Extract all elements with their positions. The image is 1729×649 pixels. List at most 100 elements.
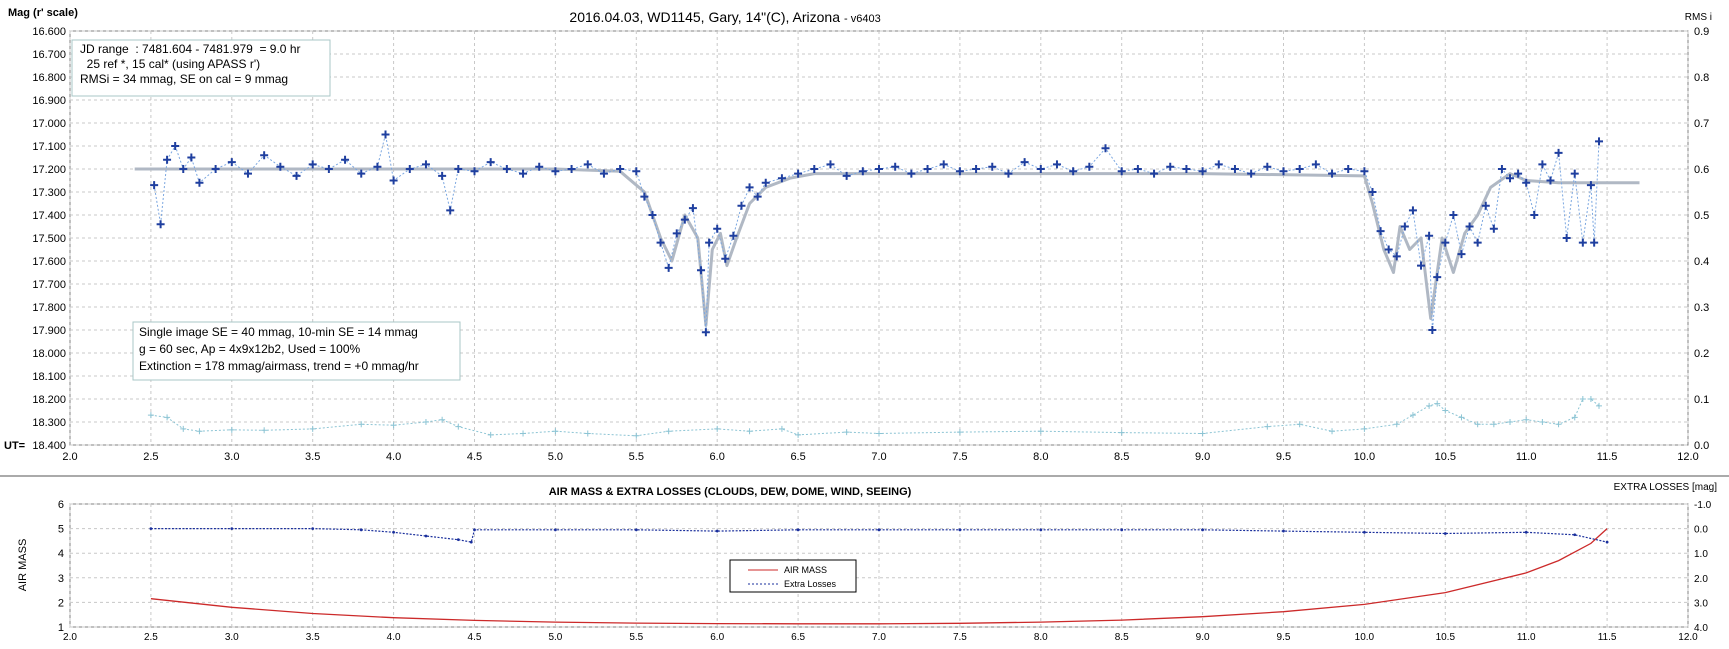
y-tick-label: 17.600 (32, 256, 66, 268)
rms-point (422, 419, 429, 425)
rms-point (1523, 416, 1530, 423)
measurement-point (551, 167, 560, 176)
measurement-point (1247, 169, 1256, 178)
x-tick-label: 5.0 (548, 632, 562, 643)
x-tick-label: 8.5 (1114, 451, 1129, 463)
measurement-point (163, 155, 172, 164)
measurement-point (1117, 167, 1126, 176)
measurement-point (1150, 169, 1159, 178)
measurement-point (1295, 165, 1304, 173)
measurement-point (150, 181, 159, 190)
bottom-chart-ylabel: AIR MASS (17, 539, 29, 592)
measurement-point (195, 178, 204, 187)
measurement-point (260, 151, 269, 160)
measurement-point (875, 165, 883, 173)
bottom-chart-legend: AIR MASS Extra Losses (729, 559, 857, 593)
measurement-point (923, 165, 932, 173)
measurement-point (826, 160, 835, 169)
rms-point (1442, 407, 1449, 414)
extra-losses-line (150, 527, 1608, 543)
extra-losses-point (958, 528, 962, 532)
measurement-point (454, 165, 463, 173)
x-tick-label: 11.0 (1516, 451, 1537, 463)
legend-label-losses: Extra Losses (784, 579, 837, 589)
bottom-chart-title: AIR MASS & EXTRA LOSSES (CLOUDS, DEW, DO… (549, 486, 912, 498)
measurement-point (713, 224, 722, 233)
x-tick-label: 2.0 (63, 632, 77, 643)
y-tick-label: 17.300 (32, 187, 66, 199)
measurement-point (486, 158, 495, 167)
rms-point (1539, 419, 1546, 425)
y-tick-label: 18.400 (32, 440, 66, 452)
info-box-2: Single image SE = 40 mmag, 10-min SE = 1… (132, 321, 461, 381)
rms-point (1571, 414, 1578, 421)
top-chart-xlabel: UT= (4, 440, 25, 452)
x-tick-label: 6.5 (790, 451, 805, 463)
rms-point (956, 429, 963, 436)
y2-tick-label: 1.0 (1694, 549, 1708, 560)
rms-line (150, 398, 1600, 437)
rms-point (1474, 421, 1481, 428)
x-tick-label: 10.5 (1435, 451, 1456, 463)
rms-point (876, 430, 882, 437)
extra-losses-point (1039, 528, 1043, 532)
measurement-point (697, 266, 706, 275)
measurement-point (438, 171, 447, 180)
x-tick-label: 10.0 (1354, 451, 1375, 463)
measurement-point (567, 165, 576, 173)
measurement-point (1514, 169, 1523, 178)
measurement-point (1400, 222, 1409, 231)
top-chart-y2-ticks: 0.0 0.1 0.2 0.3 0.4 0.5 0.6 0.7 0.8 0.9 (1694, 26, 1709, 452)
x-tick-label: 7.0 (872, 632, 886, 643)
rms-point (1596, 402, 1603, 409)
measurement-point (357, 169, 366, 178)
x-tick-label: 9.0 (1196, 632, 1210, 643)
rms-point (147, 412, 154, 419)
measurement-point (421, 160, 430, 169)
measurement-point (276, 162, 285, 171)
measurement-point (1384, 245, 1393, 254)
measurement-point (1101, 144, 1110, 153)
x-tick-label: 2.0 (62, 451, 77, 463)
x-tick-label: 9.5 (1277, 632, 1291, 643)
measurement-point (672, 229, 681, 238)
y-tick-label: 16.800 (32, 72, 66, 84)
measurement-point (955, 167, 964, 176)
top-chart-y-ticks: 16.600 16.700 16.800 16.900 17.000 17.100 17.2… (32, 26, 66, 452)
y2-tick-label: 0.6 (1694, 164, 1709, 176)
extra-losses-point (473, 528, 476, 532)
measurement-point (1481, 201, 1490, 210)
rms-point (1555, 421, 1562, 428)
x-tick-label: 8.0 (1034, 632, 1048, 643)
rms-point (1458, 414, 1465, 421)
info-box-2-line: Extinction = 178 mmag/airmass, trend = +… (139, 359, 419, 373)
y2-tick-label: 0.9 (1694, 26, 1709, 38)
measurement-point (227, 158, 236, 167)
measurement-point (1473, 238, 1482, 247)
rms-point (1587, 396, 1594, 402)
top-chart-x-ticks: 2.0 2.5 3.0 3.5 4.0 4.5 5.0 5.5 6.0 6.5 7.0 7.5 8.0 8… (62, 451, 1698, 463)
extra-losses-point (149, 527, 153, 530)
x-tick-label: 3.0 (225, 632, 239, 643)
x-tick-label: 4.0 (386, 451, 401, 463)
rms-point (390, 422, 397, 429)
y-tick-label: 18.100 (32, 371, 66, 383)
rms-point (552, 428, 559, 435)
y2-tick-label: 0.5 (1694, 210, 1709, 222)
measurement-point (705, 238, 714, 247)
x-tick-label: 4.5 (467, 451, 482, 463)
measurement-point (794, 169, 803, 178)
x-tick-label: 11.5 (1598, 632, 1617, 643)
y-tick-label: 17.700 (32, 279, 66, 291)
rms-point (1579, 396, 1586, 402)
measurement-point (308, 160, 317, 169)
rms-point (1037, 428, 1044, 435)
extra-losses-point (715, 529, 719, 533)
y2-tick-label: 0.0 (1694, 440, 1709, 452)
y-tick-label: 16.900 (32, 95, 66, 107)
rms-point (714, 425, 721, 432)
measurement-point (1425, 231, 1434, 240)
y-tick-label: 1 (58, 622, 64, 634)
measurement-point (656, 238, 665, 247)
rms-point (1264, 423, 1271, 430)
